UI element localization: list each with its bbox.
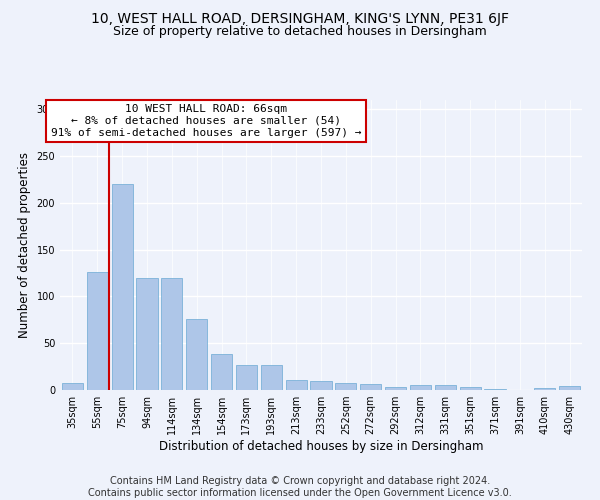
Bar (161, 278, 182, 390)
Text: Contains HM Land Registry data © Crown copyright and database right 2024.
Contai: Contains HM Land Registry data © Crown c… (88, 476, 512, 498)
X-axis label: Distribution of detached houses by size in Dersingham: Distribution of detached houses by size … (159, 440, 483, 453)
Bar (385, 387, 406, 390)
Bar (261, 364, 282, 390)
Bar (360, 384, 381, 390)
Bar (186, 319, 207, 390)
Bar (236, 364, 257, 390)
Bar (310, 380, 332, 390)
Bar (286, 380, 307, 390)
Bar (112, 184, 133, 390)
Bar (410, 386, 431, 390)
Bar (559, 386, 580, 390)
Bar (335, 384, 356, 390)
Bar (534, 388, 555, 390)
Bar (435, 386, 456, 390)
Bar (460, 387, 481, 390)
Y-axis label: Number of detached properties: Number of detached properties (18, 152, 31, 338)
Bar (62, 382, 83, 390)
Text: 10, WEST HALL ROAD, DERSINGHAM, KING'S LYNN, PE31 6JF: 10, WEST HALL ROAD, DERSINGHAM, KING'S L… (91, 12, 509, 26)
Text: Size of property relative to detached houses in Dersingham: Size of property relative to detached ho… (113, 25, 487, 38)
Bar (484, 389, 506, 390)
Bar (136, 278, 158, 390)
Text: 10 WEST HALL ROAD: 66sqm
← 8% of detached houses are smaller (54)
91% of semi-de: 10 WEST HALL ROAD: 66sqm ← 8% of detache… (51, 104, 361, 138)
Bar (87, 272, 108, 390)
Bar (211, 354, 232, 390)
